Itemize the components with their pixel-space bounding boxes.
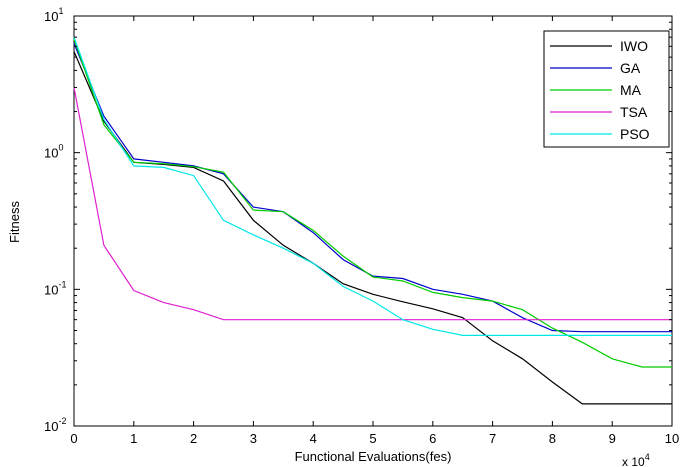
series-line-tsa [73, 87, 672, 321]
legend-label-iwo: IWO [620, 38, 648, 54]
series-line-pso [73, 36, 672, 336]
series-line-ga [73, 43, 672, 333]
legend-box [543, 30, 670, 148]
x-axis-label: Functional Evaluations(fes) [295, 449, 452, 464]
legend-label-ma: MA [620, 82, 642, 98]
axis-ticks: 0 1 2 3 4 5 6 7 8 9 10 10-2 10-1 100 101 [44, 6, 679, 446]
legend: IWO GA MA TSA PSO [543, 30, 670, 148]
x-tick-label: 2 [190, 431, 197, 446]
x-tick-label: 0 [70, 431, 77, 446]
series-lines [73, 36, 672, 405]
x-multiplier-label: x 104 [622, 452, 650, 467]
y-axis-label: Fitness [7, 201, 22, 243]
x-tick-label: 5 [369, 431, 376, 446]
x-tick-label: 1 [130, 431, 137, 446]
y-tick-label: 101 [44, 6, 63, 24]
y-tick-label: 100 [44, 143, 63, 161]
x-tick-label: 9 [609, 431, 616, 446]
x-tick-label: 6 [429, 431, 436, 446]
series-line-ma [73, 38, 672, 368]
x-tick-label: 3 [250, 431, 257, 446]
legend-label-ga: GA [620, 60, 641, 76]
x-tick-label: 4 [310, 431, 317, 446]
y-tick-label: 10-2 [44, 416, 66, 434]
x-tick-label: 8 [549, 431, 556, 446]
x-tick-label: 10 [665, 431, 679, 446]
y-tick-label: 10-1 [44, 279, 66, 297]
series-line-iwo [73, 51, 672, 405]
legend-label-tsa: TSA [620, 104, 648, 120]
x-tick-label: 7 [489, 431, 496, 446]
legend-label-pso: PSO [620, 126, 650, 142]
